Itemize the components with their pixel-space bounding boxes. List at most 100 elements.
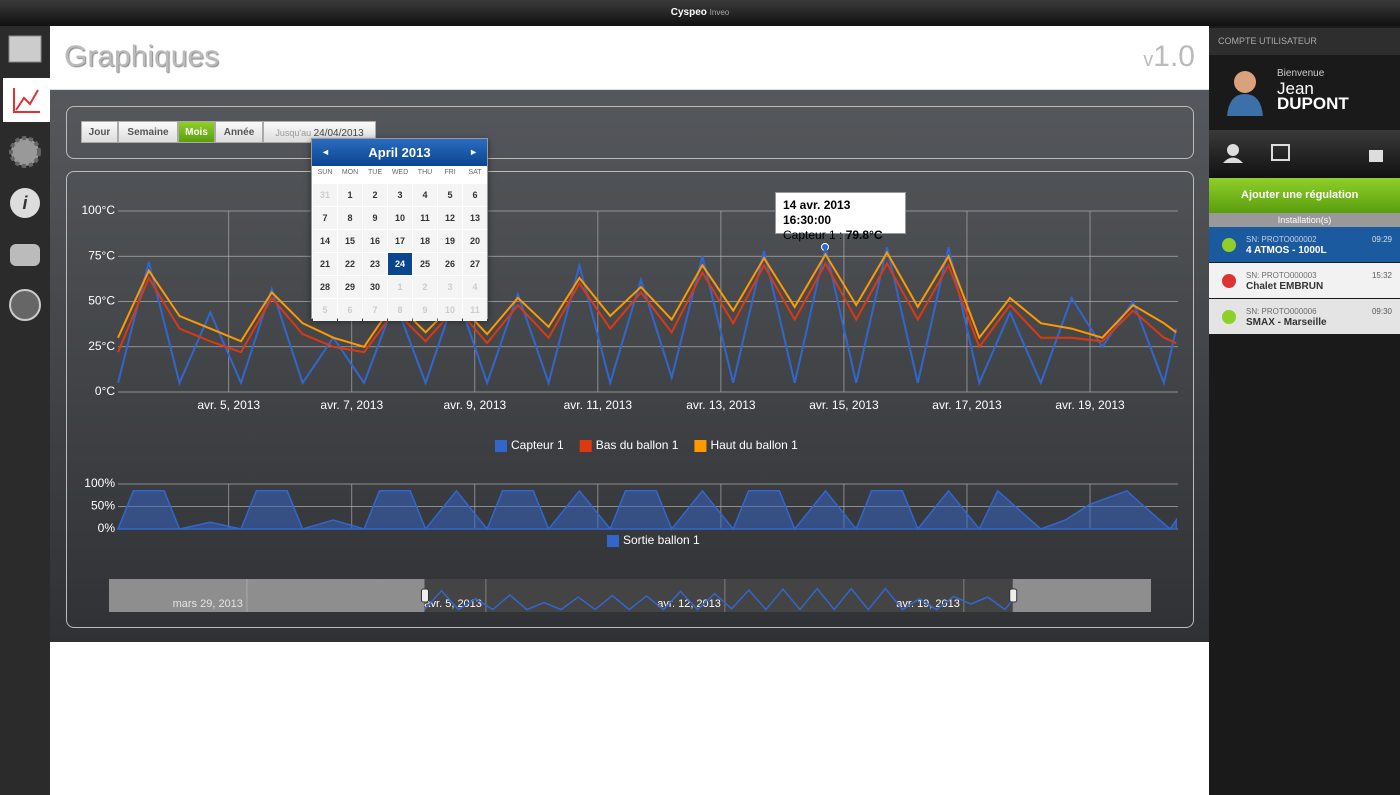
day-cell[interactable]: 29 <box>338 276 362 298</box>
device-icon[interactable] <box>10 244 40 266</box>
day-cell[interactable]: 18 <box>413 230 437 252</box>
prev-month[interactable]: ◄ <box>321 147 330 157</box>
day-cell[interactable]: 19 <box>438 230 462 252</box>
legend-label: Haut du ballon 1 <box>710 438 798 452</box>
navigator-mask <box>109 579 425 612</box>
day-cell[interactable]: 1 <box>388 276 412 298</box>
day-cell[interactable]: 17 <box>388 230 412 252</box>
day-cell[interactable]: 6 <box>338 299 362 321</box>
day-cell[interactable]: 4 <box>463 276 487 298</box>
day-cell[interactable]: 3 <box>438 276 462 298</box>
day-cell[interactable]: 4 <box>413 184 437 206</box>
gauge-icon[interactable] <box>9 289 41 321</box>
product: Inveo <box>709 8 730 17</box>
installation-time: 09:30 <box>1371 307 1392 316</box>
day-cell[interactable]: 5 <box>438 184 462 206</box>
y-tick-label: 100°C <box>82 203 116 217</box>
period-button[interactable]: Mois <box>178 121 215 143</box>
y-tick-label: 0°C <box>95 384 115 398</box>
day-cell[interactable]: 23 <box>363 253 387 275</box>
lock-icon[interactable] <box>1369 150 1383 162</box>
next-month[interactable]: ► <box>469 147 478 157</box>
gear-icon[interactable] <box>9 136 41 168</box>
info-icon[interactable] <box>10 188 40 218</box>
day-cell[interactable]: 27 <box>463 253 487 275</box>
weekday: TUE <box>368 169 382 176</box>
period-button[interactable]: Semaine <box>118 121 178 143</box>
day-cell[interactable]: 31 <box>313 184 337 206</box>
day-cell[interactable]: 11 <box>463 299 487 321</box>
filter-panel <box>66 106 1194 159</box>
day-cell[interactable]: 26 <box>438 253 462 275</box>
day-cell[interactable]: 8 <box>388 299 412 321</box>
series-line <box>117 261 1177 354</box>
day-cell[interactable]: 10 <box>438 299 462 321</box>
navigator-handle[interactable] <box>420 588 429 603</box>
day-cell[interactable]: 7 <box>363 299 387 321</box>
add-regulation[interactable]: Ajouter une régulation <box>1209 178 1400 213</box>
day-cell[interactable]: 2 <box>413 276 437 298</box>
svg-text:i: i <box>22 193 28 213</box>
map-icon[interactable] <box>8 35 42 63</box>
calendar-header: ◄ April 2013 ► <box>312 139 487 166</box>
header: Graphiques v1.0 <box>50 26 1209 90</box>
welcome: Bienvenue <box>1277 68 1325 79</box>
navigator-line <box>423 587 1013 611</box>
main-panel <box>50 90 1209 642</box>
installation-item[interactable]: SN: PROTO000002 4 ATMOS - 1000L 09:29 <box>1209 227 1400 262</box>
period-button[interactable]: Jour <box>81 121 118 143</box>
day-cell[interactable]: 25 <box>413 253 437 275</box>
day-cell[interactable]: 10 <box>388 207 412 229</box>
status-dot <box>1222 274 1236 288</box>
day-cell[interactable]: 12 <box>438 207 462 229</box>
installation-name: SMAX - Marseille <box>1246 317 1327 328</box>
day-cell[interactable]: 11 <box>413 207 437 229</box>
day-cell[interactable]: 14 <box>313 230 337 252</box>
navigator-handle[interactable] <box>1009 588 1018 603</box>
installation-item[interactable]: SN: PROTO000006 SMAX - Marseille 09:30 <box>1209 299 1400 334</box>
x-tick-label: avr. 9, 2013 <box>443 398 506 412</box>
day-cell[interactable]: 9 <box>413 299 437 321</box>
first-name: Jean <box>1277 79 1314 98</box>
day-cell[interactable]: 9 <box>363 207 387 229</box>
day-cell[interactable]: 6 <box>463 184 487 206</box>
left-nav: i <box>0 26 50 795</box>
day-cell[interactable]: 13 <box>463 207 487 229</box>
day-cell[interactable]: 1 <box>338 184 362 206</box>
brand: Cyspeo <box>670 7 707 18</box>
tooltip-value: 79.8°C <box>845 228 883 242</box>
section-title: COMPTE UTILISATEUR <box>1209 28 1400 55</box>
installation-sn: SN: PROTO000002 <box>1246 235 1317 244</box>
series-line <box>117 250 1177 348</box>
day-cell[interactable]: 16 <box>363 230 387 252</box>
day-cell[interactable]: 24 <box>388 253 412 275</box>
day-cell[interactable]: 5 <box>313 299 337 321</box>
installation-time: 09:29 <box>1371 235 1392 244</box>
day-cell[interactable]: 15 <box>338 230 362 252</box>
x-tick-label: avr. 7, 2013 <box>320 398 383 412</box>
day-cell[interactable]: 8 <box>338 207 362 229</box>
installation-name: 4 ATMOS - 1000L <box>1246 245 1327 256</box>
day-cell[interactable]: 21 <box>313 253 337 275</box>
installation-name: Chalet EMBRUN <box>1246 281 1324 292</box>
day-cell[interactable]: 30 <box>363 276 387 298</box>
period-button[interactable]: Année <box>215 121 263 143</box>
day-cell[interactable]: 7 <box>313 207 337 229</box>
weekday: THU <box>417 169 433 176</box>
day-cell[interactable]: 2 <box>363 184 387 206</box>
day-cell[interactable]: 3 <box>388 184 412 206</box>
x-tick-label: avr. 17, 2013 <box>932 398 1002 412</box>
chart-icon[interactable] <box>13 88 40 113</box>
installation-item[interactable]: SN: PROTO000003 Chalet EMBRUN 15:32 <box>1209 263 1400 298</box>
right-sidebar: COMPTE UTILISATEUR Bienvenue Jean DUPONT… <box>1209 26 1400 795</box>
day-cell[interactable]: 22 <box>338 253 362 275</box>
day-cell[interactable]: 20 <box>463 230 487 252</box>
profile-icon[interactable] <box>1227 144 1239 156</box>
chart-panel <box>66 171 1194 628</box>
until-label: Jusqu'au <box>275 128 312 138</box>
legend-swatch <box>694 440 707 452</box>
day-cell[interactable]: 28 <box>313 276 337 298</box>
book-icon[interactable] <box>1271 144 1290 161</box>
weekday: WED <box>391 169 409 176</box>
